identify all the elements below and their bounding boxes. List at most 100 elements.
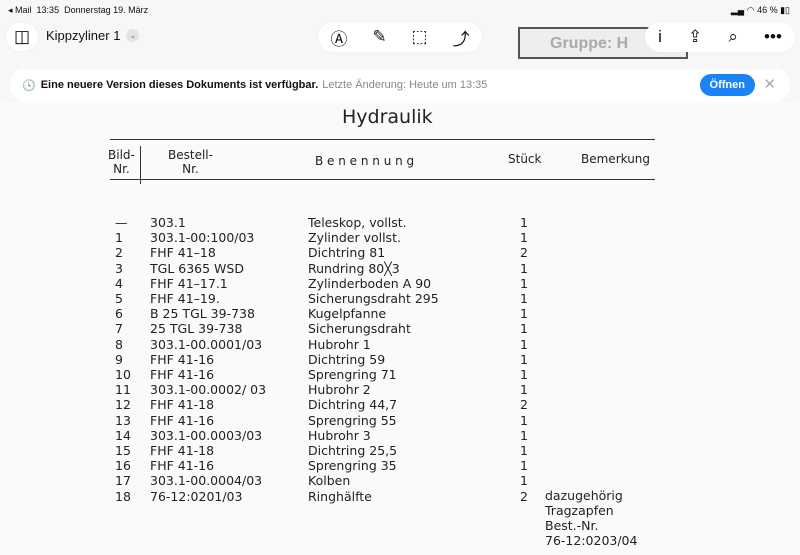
table-row: 5 FHF 41–19. Sicherungsdraht 295 1 <box>0 291 800 306</box>
rotate-icon[interactable]: ⤴ <box>452 29 470 49</box>
bild-nr-cell: 9 <box>115 351 123 367</box>
table-row: 9 FHF 41-16 Dichtring 59 1 <box>0 352 800 367</box>
markup-pen-icon[interactable]: Ⓐ <box>330 29 348 49</box>
stueck-cell: 2 <box>520 397 528 413</box>
benennung-cell: Hubrohr 3 <box>308 427 371 443</box>
bestell-nr-cell: 303.1-00:100/03 <box>150 230 255 246</box>
divider <box>140 146 141 184</box>
benennung-cell: Hubrohr 1 <box>308 336 371 352</box>
table-row: 6 B 25 TGL 39-738 Kugelpfanne 1 <box>0 306 800 321</box>
stueck-cell: 1 <box>520 230 528 246</box>
remark-line: dazugehörig <box>545 488 623 503</box>
benennung-cell: Dichtring 44,7 <box>308 397 398 413</box>
status-bar: ◂ Mail 13:35 Donnerstag 19. März ▂▄ ◠ 46… <box>0 0 800 20</box>
bestell-nr-cell: TGL 6365 WSD <box>150 260 244 276</box>
bestell-nr-cell: FHF 41-18 <box>150 397 215 413</box>
stueck-cell: 1 <box>520 427 528 443</box>
signature-icon[interactable]: ✎ <box>372 27 387 46</box>
bestell-nr-cell: FHF 41–18 <box>150 245 216 261</box>
benennung-cell: Ringhälfte <box>308 488 372 504</box>
benennung-cell: Sprengring 35 <box>308 458 397 474</box>
benennung-cell: Dichtring 81 <box>308 245 386 261</box>
document-title: Kippzyliner 1 <box>46 28 121 43</box>
bestell-nr-cell: FHF 41-16 <box>150 367 215 382</box>
bild-nr-cell: 2 <box>115 245 123 261</box>
more-icon[interactable]: ••• <box>764 27 782 46</box>
bild-nr-cell: 6 <box>115 306 123 322</box>
bestell-nr-cell: 76-12:0201/03 <box>150 488 243 504</box>
bestell-nr-cell: 303.1-00.0004/03 <box>150 473 263 489</box>
benennung-cell: Kugelpfanne <box>308 306 387 322</box>
bestell-nr-cell: 25 TGL 39-738 <box>150 321 243 337</box>
header-bemerkung: Bemerkung <box>581 152 651 166</box>
sidebar-toggle-button[interactable]: ◫ <box>6 23 38 51</box>
table-row: 17 303.1-00.0004/03 Kolben 1 <box>0 473 800 488</box>
stueck-cell: 1 <box>520 382 528 398</box>
stueck-cell: 1 <box>520 412 528 428</box>
bestell-nr-cell: 303.1-00.0002/ 03 <box>150 382 267 398</box>
new-version-banner: 🕓 Eine neuere Version dieses Dokuments i… <box>10 69 790 101</box>
document-page: Hydraulik Bild- Nr. Bestell- Nr. B e n e… <box>0 101 800 555</box>
bild-nr-cell: 7 <box>115 321 123 337</box>
info-icon[interactable]: i <box>658 27 662 46</box>
table-row: 10 FHF 41-16 Sprengring 71 1 <box>0 367 800 382</box>
bild-nr-cell: 10 <box>115 367 131 382</box>
table-row: 8 303.1-00.0001/03 Hubrohr 1 1 <box>0 337 800 352</box>
stueck-cell: 1 <box>520 275 528 291</box>
document-heading: Hydraulik <box>342 106 433 128</box>
bestell-nr-cell: B 25 TGL 39-738 <box>150 306 255 322</box>
stueck-cell: 1 <box>520 473 528 489</box>
bild-nr-cell: 15 <box>115 443 131 458</box>
bild-nr-cell: 14 <box>115 427 131 443</box>
bild-nr-cell: 17 <box>115 473 131 489</box>
actions-toolbar: i ⇪ ⌕ ••• <box>645 22 795 52</box>
selection-icon[interactable]: ⬚ <box>411 27 428 46</box>
remark-line: Best.-Nr. <box>545 518 599 533</box>
stueck-cell: 1 <box>520 351 528 367</box>
banner-detail: Letzte Änderung: Heute um 13:35 <box>322 79 488 91</box>
share-icon[interactable]: ⇪ <box>687 27 703 46</box>
header-benennung: B e n e n n u n g <box>315 154 415 168</box>
bestell-nr-cell: FHF 41-16 <box>150 412 215 428</box>
table-row: 13 FHF 41-16 Sprengring 55 1 <box>0 413 800 428</box>
benennung-cell: Zylinderboden A 90 <box>308 275 432 291</box>
bild-nr-cell: 13 <box>115 412 131 428</box>
stueck-cell: 1 <box>520 306 528 322</box>
banner-message: Eine neuere Version dieses Dokuments ist… <box>40 79 319 91</box>
bestell-nr-cell: FHF 41-16 <box>150 351 215 367</box>
table-row: 3 TGL 6365 WSD Rundring 80╳3 1 <box>0 261 800 276</box>
stueck-cell: 2 <box>520 488 528 504</box>
benennung-cell: Sicherungsdraht <box>308 321 411 337</box>
benennung-cell: Sprengring 55 <box>308 412 397 428</box>
benennung-cell: Dichtring 25,5 <box>308 443 398 458</box>
bestell-nr-cell: FHF 41-16 <box>150 458 215 474</box>
bestell-nr-cell: FHF 41-18 <box>150 443 215 458</box>
close-icon[interactable]: ✕ <box>763 76 776 93</box>
stueck-cell: 1 <box>520 291 528 306</box>
stueck-cell: 2 <box>520 245 528 261</box>
benennung-cell: Teleskop, vollst. <box>308 215 407 230</box>
table-row: 1 303.1-00:100/03 Zylinder vollst. 1 <box>0 230 800 245</box>
stueck-cell: 1 <box>520 215 528 230</box>
table-row: 11 303.1-00.0002/ 03 Hubrohr 2 1 <box>0 382 800 397</box>
bild-nr-cell: 4 <box>115 275 123 291</box>
bild-nr-cell: 1 <box>115 230 123 246</box>
stueck-cell: 1 <box>520 367 528 382</box>
divider <box>110 139 655 140</box>
bild-nr-cell: 11 <box>115 382 131 398</box>
remark-cell: dazugehörig Tragzapfen Best.-Nr. 76-12:0… <box>545 488 637 548</box>
time: 13:35 <box>36 5 60 15</box>
open-button[interactable]: Öffnen <box>699 74 755 96</box>
chevron-down-icon: ⌄ <box>126 29 140 42</box>
back-to-mail[interactable]: ◂ Mail <box>8 5 32 15</box>
battery-icon: ▮▯ <box>780 5 790 15</box>
table-row: 16 FHF 41-16 Sprengring 35 1 <box>0 458 800 473</box>
search-icon[interactable]: ⌕ <box>728 27 738 46</box>
header-bild-nr: Bild- Nr. <box>108 148 135 176</box>
stueck-cell: 1 <box>520 458 528 474</box>
benennung-cell: Sicherungsdraht 295 <box>308 291 439 306</box>
document-title-menu[interactable]: Kippzyliner 1 ⌄ <box>46 28 140 43</box>
table-row: 15 FHF 41-18 Dichtring 25,5 1 <box>0 443 800 458</box>
header-stueck: Stück <box>508 152 542 166</box>
bestell-nr-cell: FHF 41–19. <box>150 291 220 306</box>
